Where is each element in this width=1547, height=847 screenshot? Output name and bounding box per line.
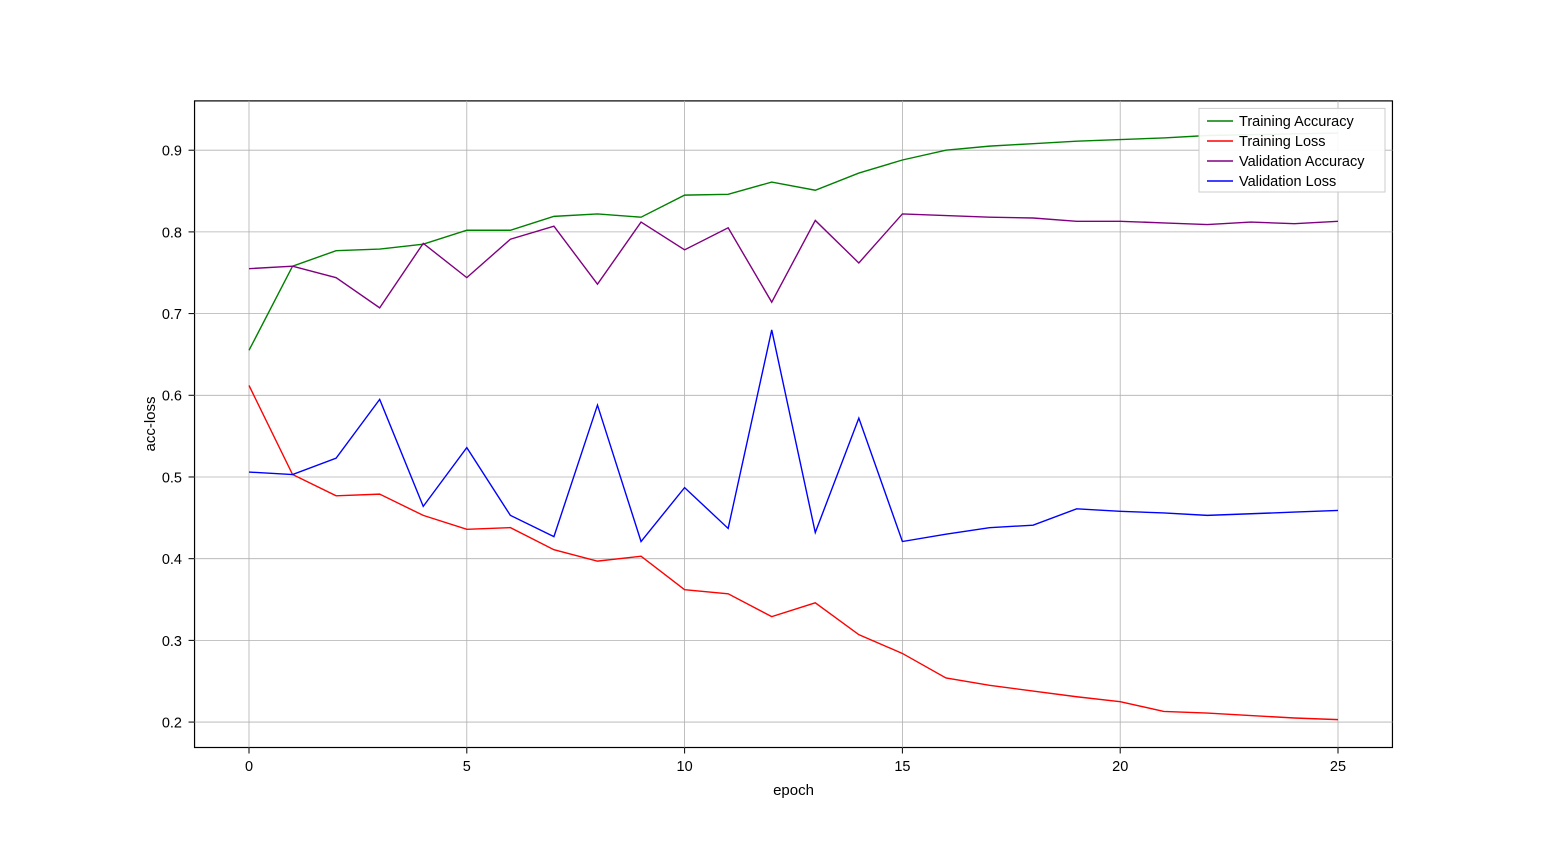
svg-text:Training Accuracy: Training Accuracy bbox=[1239, 114, 1354, 130]
svg-text:epoch: epoch bbox=[773, 782, 814, 799]
svg-text:0.9: 0.9 bbox=[162, 144, 182, 160]
svg-text:20: 20 bbox=[1112, 759, 1128, 775]
svg-text:0.2: 0.2 bbox=[162, 716, 182, 732]
svg-text:Validation Loss: Validation Loss bbox=[1239, 174, 1336, 190]
svg-text:0.5: 0.5 bbox=[162, 470, 182, 486]
svg-text:0.4: 0.4 bbox=[162, 552, 182, 568]
svg-text:0.8: 0.8 bbox=[162, 225, 182, 241]
svg-text:0.7: 0.7 bbox=[162, 307, 182, 323]
svg-text:Validation Accuracy: Validation Accuracy bbox=[1239, 154, 1365, 170]
svg-text:0.3: 0.3 bbox=[162, 634, 182, 650]
svg-text:25: 25 bbox=[1330, 759, 1346, 775]
svg-text:acc-loss: acc-loss bbox=[142, 396, 159, 451]
svg-text:Training Loss: Training Loss bbox=[1239, 134, 1326, 150]
svg-text:0.6: 0.6 bbox=[162, 389, 182, 405]
svg-text:0: 0 bbox=[245, 759, 253, 775]
svg-text:5: 5 bbox=[463, 759, 471, 775]
svg-text:10: 10 bbox=[677, 759, 693, 775]
svg-text:15: 15 bbox=[894, 759, 910, 775]
